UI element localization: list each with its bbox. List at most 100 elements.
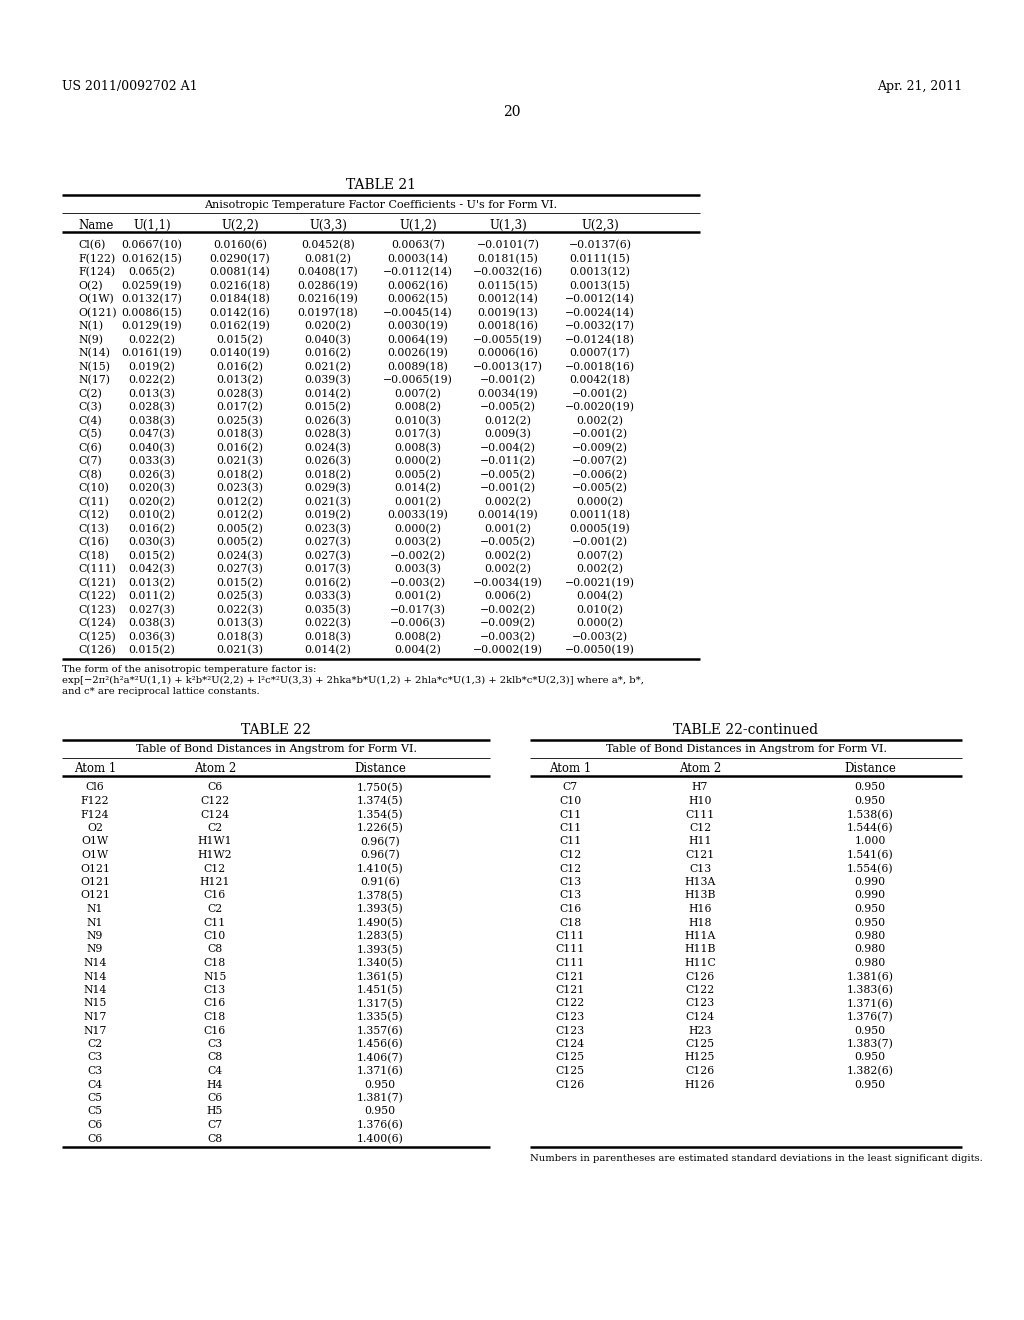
Text: 0.038(3): 0.038(3)	[128, 618, 175, 628]
Text: C13: C13	[689, 863, 711, 874]
Text: 0.0162(15): 0.0162(15)	[122, 253, 182, 264]
Text: 0.002(2): 0.002(2)	[484, 564, 531, 574]
Text: C122: C122	[555, 998, 585, 1008]
Text: −0.002(2): −0.002(2)	[480, 605, 536, 615]
Text: 0.0062(16): 0.0062(16)	[387, 281, 449, 290]
Text: −0.0045(14): −0.0045(14)	[383, 308, 453, 318]
Text: C121: C121	[555, 985, 585, 995]
Text: 0.014(2): 0.014(2)	[304, 645, 351, 655]
Text: 1.538(6): 1.538(6)	[847, 809, 893, 820]
Text: 0.950: 0.950	[854, 1052, 886, 1063]
Text: 1.376(7): 1.376(7)	[847, 1012, 893, 1022]
Text: C2: C2	[208, 822, 222, 833]
Text: 0.028(3): 0.028(3)	[128, 403, 175, 412]
Text: C3: C3	[87, 1067, 102, 1076]
Text: 0.016(2): 0.016(2)	[216, 442, 263, 453]
Text: N17: N17	[83, 1012, 106, 1022]
Text: C126: C126	[555, 1080, 585, 1089]
Text: C16: C16	[204, 998, 226, 1008]
Text: H11C: H11C	[684, 958, 716, 968]
Text: C(125): C(125)	[78, 631, 116, 642]
Text: U(1,1): U(1,1)	[133, 219, 171, 232]
Text: C16: C16	[559, 904, 582, 913]
Text: 20: 20	[503, 106, 521, 119]
Text: 0.027(3): 0.027(3)	[129, 605, 175, 615]
Text: −0.002(2): −0.002(2)	[390, 550, 446, 561]
Text: C8: C8	[208, 1052, 222, 1063]
Text: C123: C123	[555, 1026, 585, 1035]
Text: 0.017(3): 0.017(3)	[304, 564, 351, 574]
Text: 0.022(2): 0.022(2)	[128, 334, 175, 345]
Text: −0.0065(19): −0.0065(19)	[383, 375, 453, 385]
Text: 0.91(6): 0.91(6)	[360, 876, 400, 887]
Text: 0.950: 0.950	[854, 796, 886, 807]
Text: 0.0216(18): 0.0216(18)	[210, 281, 270, 290]
Text: −0.0021(19): −0.0021(19)	[565, 578, 635, 587]
Text: 0.081(2): 0.081(2)	[304, 253, 351, 264]
Text: C13: C13	[559, 891, 582, 900]
Text: TABLE 22: TABLE 22	[241, 723, 311, 738]
Text: 0.033(3): 0.033(3)	[304, 591, 351, 602]
Text: H11B: H11B	[684, 945, 716, 954]
Text: 0.019(2): 0.019(2)	[304, 510, 351, 520]
Text: C111: C111	[555, 931, 585, 941]
Text: −0.006(2): −0.006(2)	[572, 470, 628, 479]
Text: 1.544(6): 1.544(6)	[847, 822, 893, 833]
Text: 0.0162(19): 0.0162(19)	[210, 321, 270, 331]
Text: 0.008(2): 0.008(2)	[394, 631, 441, 642]
Text: H125: H125	[685, 1052, 715, 1063]
Text: C(18): C(18)	[78, 550, 109, 561]
Text: 0.0019(13): 0.0019(13)	[477, 308, 539, 318]
Text: −0.0124(18): −0.0124(18)	[565, 334, 635, 345]
Text: −0.0020(19): −0.0020(19)	[565, 403, 635, 412]
Text: H13A: H13A	[684, 876, 716, 887]
Text: 1.381(6): 1.381(6)	[847, 972, 894, 982]
Text: C126: C126	[685, 1067, 715, 1076]
Text: 0.021(3): 0.021(3)	[216, 455, 263, 466]
Text: N(9): N(9)	[78, 334, 103, 345]
Text: U(1,3): U(1,3)	[489, 219, 527, 232]
Text: 0.027(3): 0.027(3)	[304, 537, 351, 548]
Text: C2: C2	[87, 1039, 102, 1049]
Text: O121: O121	[80, 863, 110, 874]
Text: 0.013(3): 0.013(3)	[128, 388, 175, 399]
Text: 0.002(2): 0.002(2)	[484, 496, 531, 507]
Text: 0.0006(16): 0.0006(16)	[477, 348, 539, 358]
Text: 0.013(3): 0.013(3)	[216, 618, 263, 628]
Text: 0.005(2): 0.005(2)	[394, 470, 441, 479]
Text: −0.0137(6): −0.0137(6)	[568, 240, 632, 251]
Text: Apr. 21, 2011: Apr. 21, 2011	[877, 81, 962, 92]
Text: C2: C2	[208, 904, 222, 913]
Text: 0.018(3): 0.018(3)	[304, 631, 351, 642]
Text: 0.015(2): 0.015(2)	[216, 334, 263, 345]
Text: 0.950: 0.950	[854, 917, 886, 928]
Text: 0.006(2): 0.006(2)	[484, 591, 531, 602]
Text: Atom 1: Atom 1	[74, 763, 116, 776]
Text: Numbers in parentheses are estimated standard deviations in the least significan: Numbers in parentheses are estimated sta…	[530, 1154, 983, 1163]
Text: 0.005(2): 0.005(2)	[216, 537, 263, 548]
Text: O(1W): O(1W)	[78, 294, 114, 305]
Text: 1.393(5): 1.393(5)	[356, 904, 403, 915]
Text: C111: C111	[555, 958, 585, 968]
Text: 1.393(5): 1.393(5)	[356, 945, 403, 954]
Text: C(121): C(121)	[78, 578, 116, 587]
Text: N1: N1	[87, 904, 103, 913]
Text: Name: Name	[78, 219, 114, 232]
Text: 0.001(2): 0.001(2)	[394, 591, 441, 602]
Text: −0.0112(14): −0.0112(14)	[383, 267, 453, 277]
Text: C3: C3	[208, 1039, 222, 1049]
Text: 0.016(2): 0.016(2)	[304, 348, 351, 358]
Text: C6: C6	[87, 1134, 102, 1143]
Text: 1.371(6): 1.371(6)	[356, 1067, 403, 1076]
Text: 0.0140(19): 0.0140(19)	[210, 348, 270, 358]
Text: 0.0062(15): 0.0062(15)	[387, 294, 449, 305]
Text: −0.0032(17): −0.0032(17)	[565, 321, 635, 331]
Text: 0.030(3): 0.030(3)	[128, 537, 175, 548]
Text: H7: H7	[692, 783, 709, 792]
Text: 0.038(3): 0.038(3)	[128, 416, 175, 426]
Text: 1.383(7): 1.383(7)	[847, 1039, 893, 1049]
Text: 0.0089(18): 0.0089(18)	[387, 362, 449, 372]
Text: 0.0018(16): 0.0018(16)	[477, 321, 539, 331]
Text: 0.000(2): 0.000(2)	[577, 618, 624, 628]
Text: 0.023(3): 0.023(3)	[216, 483, 263, 494]
